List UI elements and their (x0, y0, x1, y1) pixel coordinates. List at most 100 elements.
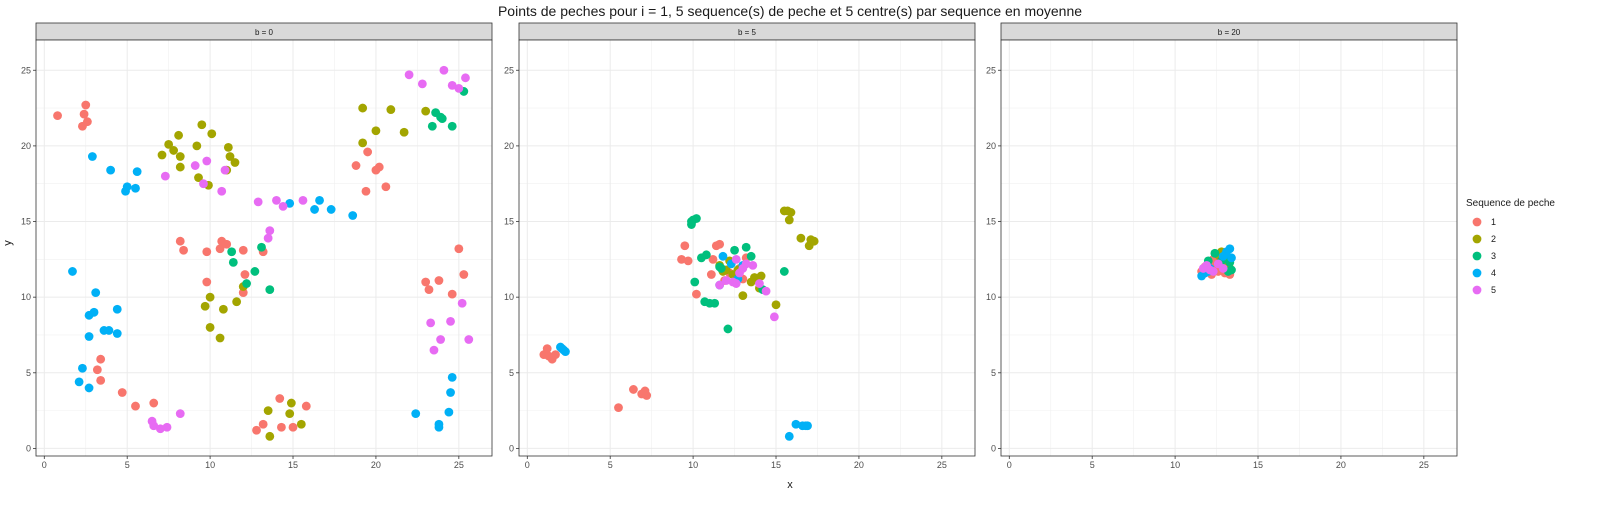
data-point-seq-1 (149, 398, 159, 408)
data-point-seq-2 (421, 106, 431, 116)
data-point-seq-2 (175, 152, 185, 161)
data-point-seq-3 (227, 247, 237, 257)
data-point-seq-1 (53, 111, 62, 121)
data-point-seq-2 (786, 208, 796, 217)
data-point-seq-1 (551, 350, 560, 360)
y-tick-label: 15 (986, 217, 996, 227)
data-point-seq-3 (730, 245, 739, 255)
data-point-seq-4 (784, 431, 794, 441)
y-tick-label: 10 (504, 292, 514, 302)
legend-label-5: 5 (1491, 285, 1496, 295)
data-point-seq-5 (253, 197, 263, 207)
data-point-seq-2 (175, 162, 185, 172)
data-point-seq-5 (1208, 267, 1218, 276)
data-point-seq-5 (220, 165, 230, 175)
y-tick-label: 0 (509, 443, 514, 453)
data-point-seq-5 (769, 312, 779, 322)
panel-border (518, 39, 976, 457)
data-point-seq-1 (715, 239, 725, 249)
data-point-seq-1 (434, 276, 444, 285)
data-point-seq-4 (89, 307, 99, 317)
panel-2: b = 5 0 5 10 15 20 25 0 5 10 15 20 25 (504, 22, 976, 470)
data-point-seq-4 (326, 205, 336, 214)
data-point-seq-4 (444, 407, 454, 417)
data-point-seq-1 (288, 422, 298, 432)
data-point-seq-4 (91, 288, 101, 298)
data-point-seq-5 (436, 335, 445, 344)
data-point-seq-2 (215, 333, 225, 343)
data-point-seq-2 (809, 236, 819, 246)
data-point-seq-4 (84, 383, 94, 393)
data-point-seq-4 (348, 211, 358, 220)
data-point-seq-4 (803, 421, 812, 431)
y-tick-label: 0 (991, 443, 996, 453)
legend-key-3 (1472, 251, 1482, 261)
data-point-seq-3 (710, 298, 720, 308)
legend: Sequence de peche 1 2 3 4 5 (1466, 198, 1555, 295)
data-point-seq-4 (285, 198, 295, 208)
data-point-seq-1 (459, 270, 469, 279)
data-point-seq-2 (157, 150, 167, 160)
data-point-seq-4 (434, 422, 444, 432)
data-point-seq-3 (265, 285, 275, 294)
panels-group: b = 0 0 5 10 15 20 25 0 5 10 15 20 25 b = 5 0 5 10 15 20 25… (21, 22, 1458, 470)
panel-strip-label: b = 0 (255, 28, 274, 37)
data-point-seq-1 (421, 277, 431, 287)
data-point-seq-3 (746, 251, 756, 261)
data-point-seq-5 (160, 171, 170, 181)
data-point-seq-5 (162, 422, 172, 432)
data-point-seq-1 (301, 401, 311, 411)
data-point-seq-2 (192, 141, 202, 151)
data-point-seq-2 (296, 419, 306, 429)
data-point-seq-4 (122, 182, 132, 192)
data-point-seq-5 (439, 65, 449, 75)
x-tick-label: 15 (1253, 460, 1263, 470)
data-point-seq-1 (258, 419, 268, 429)
data-point-seq-5 (263, 233, 273, 243)
data-point-seq-4 (446, 388, 455, 397)
data-point-seq-1 (202, 277, 212, 287)
panel-1: b = 0 0 5 10 15 20 25 0 5 10 15 20 25 (21, 22, 493, 470)
legend-label-4: 4 (1491, 268, 1496, 278)
x-tick-label: 20 (854, 460, 864, 470)
data-point-seq-1 (96, 375, 106, 385)
x-tick-label: 20 (1336, 460, 1346, 470)
data-point-seq-4 (310, 205, 319, 214)
data-point-seq-2 (218, 304, 228, 314)
data-point-seq-1 (215, 244, 225, 254)
data-point-seq-1 (447, 289, 457, 299)
data-point-seq-4 (68, 267, 77, 276)
x-tick-label: 0 (1007, 460, 1012, 470)
data-point-seq-2 (756, 271, 766, 281)
data-point-seq-3 (687, 217, 696, 226)
x-tick-label: 5 (608, 460, 613, 470)
data-point-seq-3 (257, 242, 266, 252)
data-point-seq-5 (748, 260, 758, 270)
y-tick-label: 25 (504, 65, 514, 75)
data-point-seq-3 (701, 250, 711, 260)
x-axis-label: x (787, 479, 793, 491)
data-point-seq-1 (240, 270, 250, 279)
data-point-seq-2 (194, 173, 203, 183)
panel-strip-label: b = 20 (1218, 28, 1241, 37)
data-point-seq-4 (112, 304, 122, 314)
panel-3: b = 20 0 5 10 15 20 25 0 5 10 15 20 25 (986, 22, 1458, 470)
y-tick-label: 15 (21, 217, 31, 227)
x-tick-label: 15 (771, 460, 781, 470)
data-point-seq-1 (706, 270, 716, 279)
data-point-seq-2 (232, 297, 242, 307)
data-point-seq-2 (358, 138, 368, 148)
legend-key-4 (1472, 268, 1482, 278)
chart-title: Points de peches pour i = 1, 5 sequence(… (498, 3, 1082, 19)
data-point-seq-4 (1227, 253, 1236, 263)
data-point-seq-5 (175, 409, 185, 419)
data-point-seq-5 (278, 202, 288, 211)
data-point-seq-5 (755, 279, 764, 288)
data-point-seq-1 (81, 100, 91, 110)
legend-key-5 (1472, 285, 1482, 295)
x-tick-label: 10 (205, 460, 215, 470)
data-point-seq-2 (169, 146, 179, 155)
legend-label-1: 1 (1491, 217, 1496, 227)
data-point-seq-4 (84, 332, 94, 341)
